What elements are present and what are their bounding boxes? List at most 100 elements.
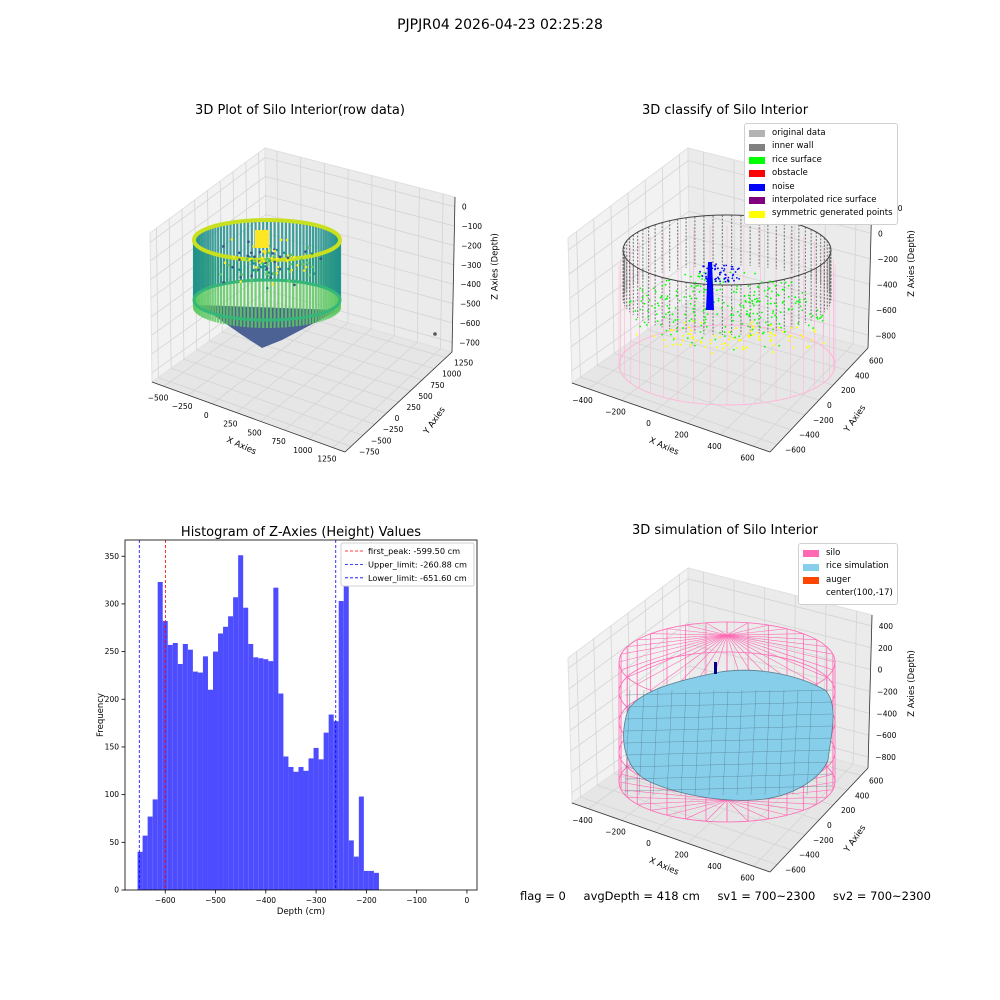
histogram-bar [213,651,219,890]
panel1-x-tick-label: 0 [204,411,209,420]
histogram-y-tick-label: 350 [105,552,120,561]
panel2-legend-item: inner wall [749,140,893,153]
histogram-y-tick-label: 50 [109,838,119,847]
panel2-y-tick-label: 400 [855,371,870,380]
panel1-y-tick-label: −750 [359,447,380,456]
panel4-z-tick-label: −600 [876,731,897,740]
histogram-bar [218,633,224,890]
panel2-legend-label: symmetric generated points [772,208,893,219]
histogram-bar [353,856,359,890]
histogram-bar [192,671,198,890]
panel2-x-tick-label: −200 [605,407,626,416]
panel2-y-tick-label: −600 [785,446,806,455]
panel4-z-tick-label: −200 [877,688,898,697]
panel4-z-tick-label: 200 [878,644,893,653]
panel2-y-tick-label: −400 [799,431,820,440]
panel4-title: 3D simulation of Silo Interior [632,523,818,538]
panel4-x-tick-label: −400 [572,816,593,825]
histogram-bar [187,649,193,890]
panel2-legend-swatch [749,130,765,138]
panel1-z-tick-label: −600 [460,319,481,328]
histogram-y-tick-label: 100 [105,790,120,799]
histogram-bar [228,616,234,890]
histogram-bar [197,672,203,890]
histogram-bar [172,642,178,890]
histogram-y-tick-label: 300 [105,599,120,608]
panel1-x-tick-label: 1250 [317,455,336,464]
histogram-bar [263,659,269,890]
panel1-wall-rim [192,218,342,262]
histogram-bar [343,559,349,890]
panel4-y-tick-label: −600 [785,866,806,875]
histogram-bar [177,663,183,890]
panel1-x-tick-label: −500 [148,393,169,402]
histogram-bar [273,587,279,890]
panel4-y-tick-label: 200 [841,806,856,815]
panel2-z-tick-label: 0 [878,229,883,238]
panel2-x-tick-label: 200 [674,430,689,439]
panel4-y-tick-label: 400 [855,791,870,800]
panel4-legend: silo rice simulation auger center(100,-17) [798,543,898,605]
histogram-bar [253,657,259,890]
panel2-legend-swatch [749,197,765,205]
histogram-bar [182,643,188,890]
histogram-bar [233,597,239,890]
panel4-x-tick-label: 600 [740,873,755,882]
panel4-legend-item: rice simulation [803,560,893,573]
histogram-x-tick-label: 0 [465,896,470,905]
histogram-bar [298,766,304,890]
panel1-z-tick-label: −700 [459,338,480,347]
panel2-y-tick-label: −200 [813,416,834,425]
panel4-y-tick-label: −400 [799,851,820,860]
histogram-bar [223,626,229,890]
histogram-bar [268,661,274,890]
panel1-z-axis-label: Z Axies (Depth) [491,233,501,300]
panel1-x-tick-label: 250 [223,420,238,429]
status-footer: flag = 0 avgDepth = 418 cm sv1 = 700~230… [520,889,945,903]
panel1-z-tick-label: −100 [461,222,482,231]
panel4-legend-label: silo [826,548,841,558]
panel2-legend-label: noise [772,181,795,192]
panel2-legend-item: noise [749,181,893,194]
panel2-z-axis-label: Z Axies (Depth) [907,230,917,297]
histogram-bar [373,872,379,890]
panel4-y-axis-label: Y Axies [842,823,869,855]
histogram-bar [338,601,344,890]
panel4-auger [714,662,717,674]
panel2-legend-label: rice surface [772,154,822,165]
panel2-legend-swatch [749,210,765,218]
panel4-legend-item: silo [803,547,893,560]
panel1-y-tick-label: 250 [407,403,422,412]
histogram-x-tick-label: −100 [406,896,427,905]
panel4-legend-item: center(100,-17) [803,587,893,600]
panel4-x-tick-label: 200 [674,850,689,859]
histogram-bar [248,643,254,890]
histogram-bar [348,840,354,890]
panel1-x-tick-label: −250 [172,402,193,411]
panel1-point-cloud [192,218,437,348]
panel2-legend-swatch [749,143,765,151]
histogram-bar [142,835,148,890]
panel2-x-tick-label: 400 [707,442,722,451]
histogram-bar [323,732,329,890]
panel4-legend-item: auger [803,574,893,587]
histogram-plot-area: −600 −500 −400 −300 −200 −100 0 0 50 100 150 200 250… [96,525,478,917]
histogram-y-tick-label: 250 [105,647,120,656]
histogram-x-tick-label: −200 [356,896,377,905]
histogram-x-axis-label: Depth (cm) [277,907,325,917]
panel4-z-axis-label: Z Axies (Depth) [907,650,917,717]
panel4-y-tick-label: −200 [813,836,834,845]
panel2-z-tick-label: −400 [877,280,898,289]
panel2-legend-label: obstacle [772,168,808,179]
flag-text: flag = 0 [520,889,566,903]
panel2-legend: original data inner wall rice surface obsta… [744,123,898,225]
panel2-z-tick-label: −200 [877,255,898,264]
panel4-legend-swatch [803,563,819,571]
panel2-y-tick-label: 200 [841,386,856,395]
panel4-simulation [618,621,836,823]
panel4-legend-swatch [803,590,819,597]
panel2-point-cloud [618,214,836,406]
panel1-obstacle-cluster [255,230,269,248]
panel2-noise-column [706,262,714,310]
